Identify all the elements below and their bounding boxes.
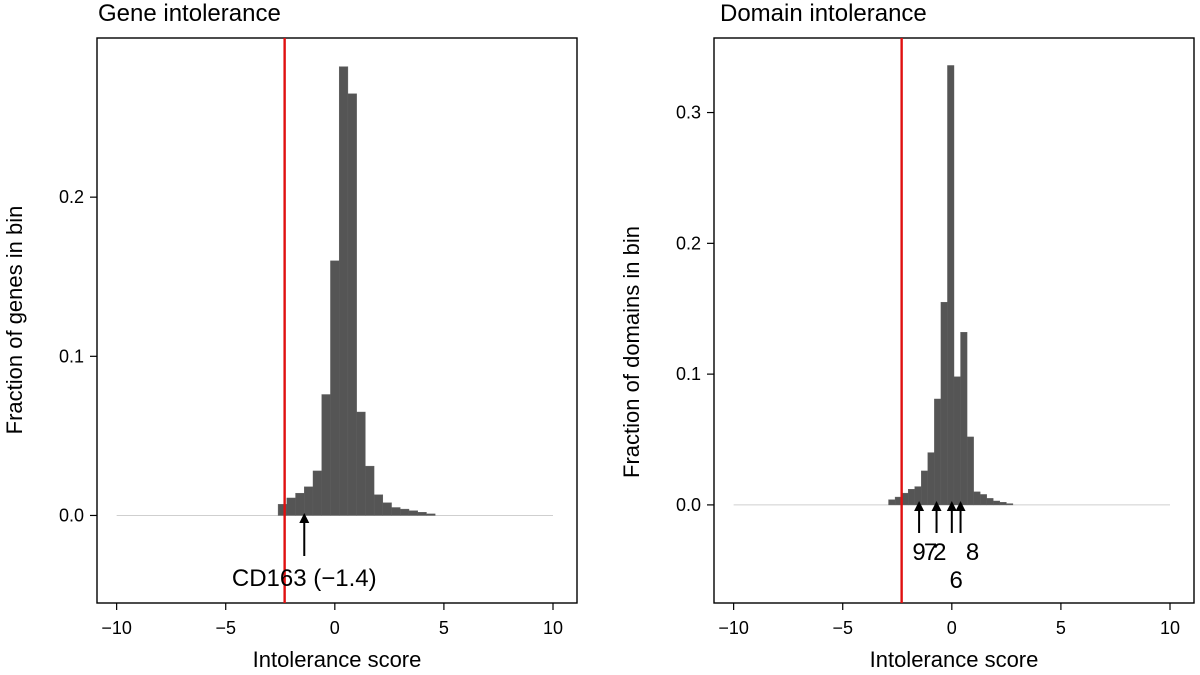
chart-title: Domain intolerance <box>720 0 927 27</box>
histogram-bar <box>907 489 915 506</box>
y-axis: 0.0 0.1 0.2 0.3 <box>676 103 714 515</box>
x-tick-label: −5 <box>215 618 236 638</box>
histogram-bar <box>400 508 410 516</box>
x-axis-label: Intolerance score <box>870 647 1039 672</box>
y-tick-label: 0.0 <box>676 495 701 515</box>
x-tick-label: −10 <box>101 618 132 638</box>
histogram-bar <box>927 452 935 506</box>
y-tick-label: 0.1 <box>59 346 84 366</box>
histogram-bar <box>973 491 981 506</box>
y-axis-label: Fraction of genes in bin <box>2 206 27 435</box>
y-tick-label: 0.2 <box>676 233 701 253</box>
histogram-bar <box>330 260 340 516</box>
domain-intolerance-panel: Domain intolerance 972 86 −10 −5 0 5 10 0.00.… <box>619 0 1195 672</box>
x-tick-label: 0 <box>330 618 340 638</box>
arrowhead-icon <box>946 501 957 511</box>
annotation-label: 6 <box>950 567 963 594</box>
x-tick-label: 10 <box>1160 618 1180 638</box>
histogram-bar <box>382 502 392 516</box>
histogram-bar <box>953 376 961 506</box>
histogram-bar <box>426 513 436 516</box>
y-axis-label: Fraction of domains in bin <box>619 226 644 478</box>
annotation-label: CD163 (−1.4) <box>232 565 377 592</box>
histogram-bar <box>295 492 305 516</box>
histogram-bar <box>940 301 948 506</box>
histogram-bar <box>321 394 331 516</box>
annotations: 972 86 <box>912 501 979 594</box>
annotations: CD163 (−1.4) <box>232 513 377 592</box>
x-axis-label: Intolerance score <box>253 647 422 672</box>
arrowhead-icon <box>299 513 310 523</box>
histogram-bar <box>365 465 375 516</box>
histogram-bar <box>391 507 401 516</box>
x-axis: −10 −5 0 5 10 <box>101 603 563 638</box>
histogram-bar <box>960 332 968 506</box>
histogram-bar <box>1006 503 1014 506</box>
arrowhead-icon <box>931 501 942 511</box>
x-tick-label: 0 <box>947 618 957 638</box>
histogram-bar <box>347 93 357 516</box>
histogram-bar <box>934 398 942 506</box>
y-tick-label: 0.1 <box>676 364 701 384</box>
histogram-bar <box>921 470 929 506</box>
gene-intolerance-panel: Gene intolerance CD163 (−1.4) −10 −5 0 5 10 … <box>2 0 578 672</box>
annotation-label: 8 <box>966 539 979 566</box>
histogram-bar <box>914 486 922 506</box>
y-axis: 0.0 0.1 0.2 <box>59 187 97 525</box>
histogram-bar <box>966 436 974 506</box>
histogram-bar <box>286 497 296 516</box>
histogram-bar <box>947 65 955 506</box>
plot-frame <box>713 37 1195 604</box>
x-tick-label: 10 <box>543 618 563 638</box>
y-tick-label: 0.2 <box>59 187 84 207</box>
annotation-label: 7 <box>924 539 937 566</box>
histogram-bar <box>417 512 427 516</box>
histogram-bar <box>312 470 322 516</box>
histogram-bar <box>304 486 314 516</box>
histogram-bar <box>979 494 987 506</box>
bars <box>116 66 553 516</box>
histogram-bar <box>993 500 1001 506</box>
histogram-bar <box>408 510 418 516</box>
chart-title: Gene intolerance <box>98 0 281 27</box>
histogram-bar <box>338 66 349 516</box>
annotation-label: 2 <box>933 539 946 566</box>
histogram-bar <box>356 411 366 516</box>
bars <box>733 65 1170 506</box>
x-axis: −10 −5 0 5 10 <box>718 603 1180 638</box>
arrowhead-icon <box>955 501 966 511</box>
x-tick-label: −10 <box>718 618 749 638</box>
x-tick-label: 5 <box>439 618 449 638</box>
histogram-bar <box>888 499 896 506</box>
histogram-bar <box>999 502 1007 506</box>
x-tick-label: −5 <box>832 618 853 638</box>
y-tick-label: 0.3 <box>676 103 701 123</box>
histogram-bar <box>373 494 384 516</box>
annotation-label: 9 <box>912 539 925 566</box>
arrowhead-icon <box>914 501 925 511</box>
y-tick-label: 0.0 <box>59 505 84 525</box>
x-tick-label: 5 <box>1056 618 1066 638</box>
histogram-bar <box>986 498 994 506</box>
plot-frame <box>96 37 578 604</box>
